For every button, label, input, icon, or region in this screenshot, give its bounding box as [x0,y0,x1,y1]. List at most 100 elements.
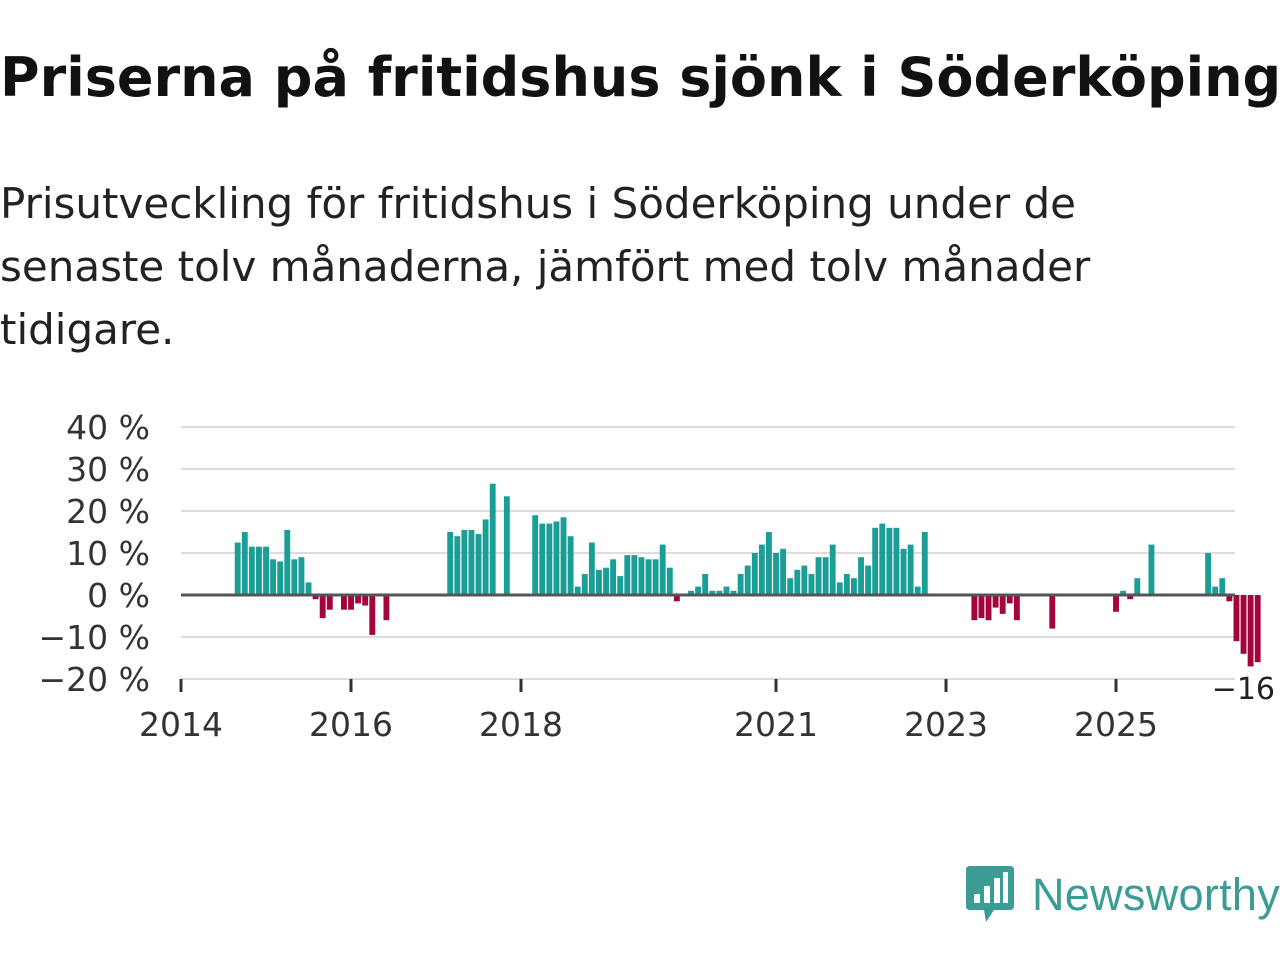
bar [447,532,454,595]
bar [319,595,326,619]
brand-logo: Newsworthy [964,862,1280,928]
bar [489,483,496,595]
bar [843,574,850,595]
bar [1205,553,1212,595]
bar [284,529,291,595]
bar [263,546,269,595]
bar [815,557,822,595]
bar [709,590,716,595]
bar [532,515,539,595]
bar [638,557,645,595]
bar [1240,595,1247,654]
y-tick-label: −10 % [39,618,151,657]
bar [291,559,298,595]
bar [1233,595,1240,642]
y-tick-label: 40 % [66,408,150,447]
bar [369,595,376,635]
bar [907,544,914,595]
bar [836,582,843,595]
bar [553,521,560,595]
bar [617,576,624,595]
bar [1212,586,1219,595]
bar [475,534,482,595]
bar-chart-bubble-icon [966,866,1014,922]
bar [362,595,369,606]
bar [666,567,673,595]
y-tick-label: 10 % [66,534,150,573]
bar [256,546,262,595]
bar [567,536,574,595]
bar [992,595,999,608]
bar [341,595,347,610]
bar [348,595,354,610]
bar [1134,578,1141,595]
bar [588,542,595,595]
bar [822,557,829,595]
bar [744,565,751,595]
bar [780,548,787,595]
bar [872,527,879,595]
bar [978,595,985,619]
chart-subtitle: Prisutveckling för fritidshus i Söderköp… [0,179,1091,354]
y-tick-label: 20 % [66,492,150,531]
bar [546,523,553,595]
bar [801,565,808,595]
bar [560,517,567,595]
bar [865,565,872,595]
bar [603,567,609,595]
bar [468,529,475,595]
bar [751,553,758,595]
bar [355,595,362,604]
axis-labels: 40 %30 %20 %10 %0 %−10 %−20 % 2014 2016 201… [39,408,1280,744]
axes [179,593,1235,692]
bar [723,586,730,595]
bar [1226,595,1233,602]
bar [277,561,284,595]
bar [688,590,694,595]
y-tick-label: 30 % [66,450,150,489]
bar [326,595,333,610]
bar [879,523,886,595]
bar [241,532,248,595]
chart-title: Priserna på fritidshus sjönk i Söderköpi… [0,46,1280,109]
bar [773,553,779,595]
x-tick-label: 2014 [139,705,223,744]
bar [461,529,468,595]
bar [730,590,737,595]
bar [234,542,241,595]
bar [652,559,659,595]
bar [794,569,801,595]
bar [312,595,319,600]
bar [610,559,617,595]
x-tick-label: 2016 [309,705,393,744]
bars [234,483,1261,667]
bar [695,586,702,595]
bar [737,574,744,595]
bar [539,523,546,595]
bar [673,595,680,602]
bar [454,536,461,595]
bar [298,557,305,595]
brand-name: Newsworthy [1032,869,1280,920]
bar [858,557,864,595]
bar [971,595,978,621]
bar [1120,590,1127,595]
bar [305,582,312,595]
x-tick-label: 2018 [479,705,563,744]
last-value-label: −16 % [1212,672,1280,707]
bar [1219,578,1226,595]
bar [702,574,709,595]
x-tick-label: 2023 [904,705,988,744]
bar [1254,595,1261,663]
bar [900,548,907,595]
bar [482,519,489,595]
bar [270,559,277,595]
x-tick-label: 2025 [1074,705,1158,744]
bar [574,586,581,595]
bar [624,555,631,595]
bar [1013,595,1020,621]
bar [248,546,255,595]
bar [921,532,928,595]
bar [596,569,602,595]
x-tick-label: 2021 [734,705,818,744]
